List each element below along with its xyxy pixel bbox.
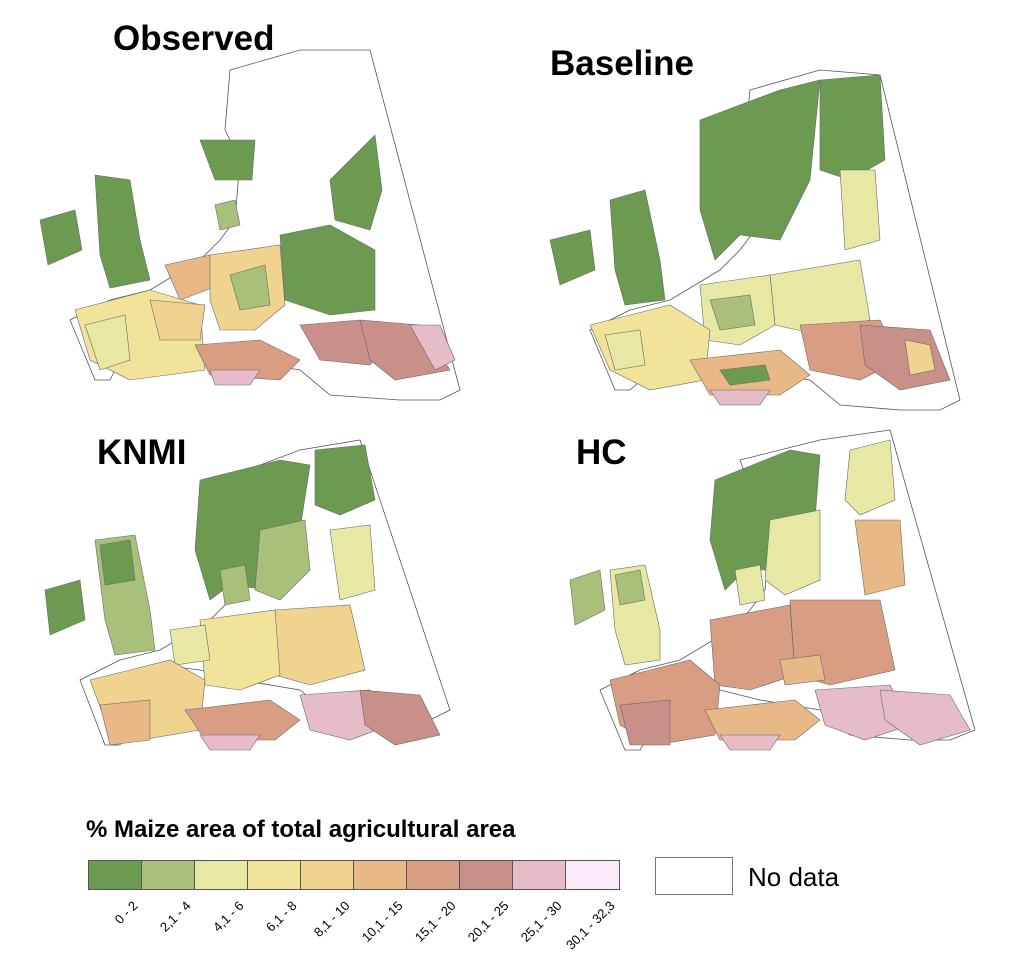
- map-regions: [569, 429, 976, 751]
- region-romania: [879, 689, 971, 746]
- title-knmi: KNMI: [97, 433, 187, 472]
- region-sweden-south: [764, 509, 821, 596]
- map-baseline: [549, 69, 961, 411]
- region-italy-n: [209, 369, 261, 386]
- title-baseline: Baseline: [550, 44, 694, 83]
- region-ireland: [549, 229, 596, 286]
- region-italy-n: [719, 734, 781, 751]
- region-france-west: [84, 314, 131, 371]
- legend-swatch: [407, 861, 460, 889]
- region-denmark: [734, 564, 766, 606]
- legend-swatch: [301, 861, 354, 889]
- title-hc: HC: [576, 433, 627, 472]
- legend-color-bar: [88, 860, 620, 890]
- map-knmi: [44, 439, 451, 751]
- no-data-swatch: [655, 857, 733, 895]
- region-france-sw: [99, 699, 151, 746]
- region-baltics: [854, 519, 906, 596]
- region-denmark: [214, 199, 241, 231]
- legend-swatch: [460, 861, 513, 889]
- legend-swatch: [248, 861, 301, 889]
- region-france-sw: [619, 699, 671, 746]
- legend-swatch: [513, 861, 566, 889]
- region-romania-yellow: [904, 339, 936, 376]
- region-britain-n: [614, 569, 646, 606]
- region-sweden-south: [254, 519, 311, 601]
- region-ireland: [44, 579, 86, 636]
- region-finland: [314, 444, 376, 516]
- map-regions: [549, 69, 961, 411]
- region-britain: [609, 189, 666, 306]
- legend-swatch: [566, 861, 619, 889]
- region-baltics: [839, 169, 881, 251]
- region-romania: [359, 689, 441, 746]
- legend-swatch: [142, 861, 195, 889]
- region-britain: [94, 174, 151, 289]
- region-denmark: [219, 564, 251, 606]
- legend-swatch: [195, 861, 248, 889]
- region-ireland: [569, 569, 606, 626]
- region-sweden-south: [329, 134, 383, 231]
- region-czech: [779, 654, 826, 686]
- region-benelux: [169, 624, 211, 666]
- region-germany: [199, 609, 281, 691]
- region-scandinavia: [699, 79, 821, 261]
- region-alps: [704, 699, 821, 741]
- region-finland: [844, 439, 896, 516]
- region-finland: [819, 74, 886, 181]
- region-romania: [359, 319, 451, 381]
- region-baltics: [329, 524, 376, 601]
- map-regions: [44, 439, 451, 751]
- map-hc: [569, 429, 976, 751]
- region-italy-n: [709, 389, 771, 406]
- region-scandinavia: [199, 139, 256, 181]
- region-poland: [279, 224, 376, 316]
- region-romania: [859, 324, 951, 391]
- region-germany: [709, 604, 796, 691]
- region-ireland: [39, 209, 83, 266]
- map-regions: [39, 49, 461, 401]
- region-france-east: [149, 299, 206, 341]
- region-germany-green: [709, 294, 756, 331]
- no-data-label: No data: [748, 862, 840, 892]
- region-romania-east: [409, 324, 456, 371]
- legend-swatch: [89, 861, 142, 889]
- region-italy-n: [199, 734, 261, 751]
- region-alps-green: [719, 364, 771, 386]
- region-france-w: [604, 329, 646, 371]
- region-poland: [274, 604, 366, 686]
- map-observed: [39, 49, 461, 401]
- legend-title: % Maize area of total agricultural area: [86, 816, 516, 843]
- region-germany-n: [229, 264, 271, 311]
- title-observed: Observed: [113, 19, 275, 58]
- legend-swatch: [354, 861, 407, 889]
- region-britain-n: [99, 539, 136, 586]
